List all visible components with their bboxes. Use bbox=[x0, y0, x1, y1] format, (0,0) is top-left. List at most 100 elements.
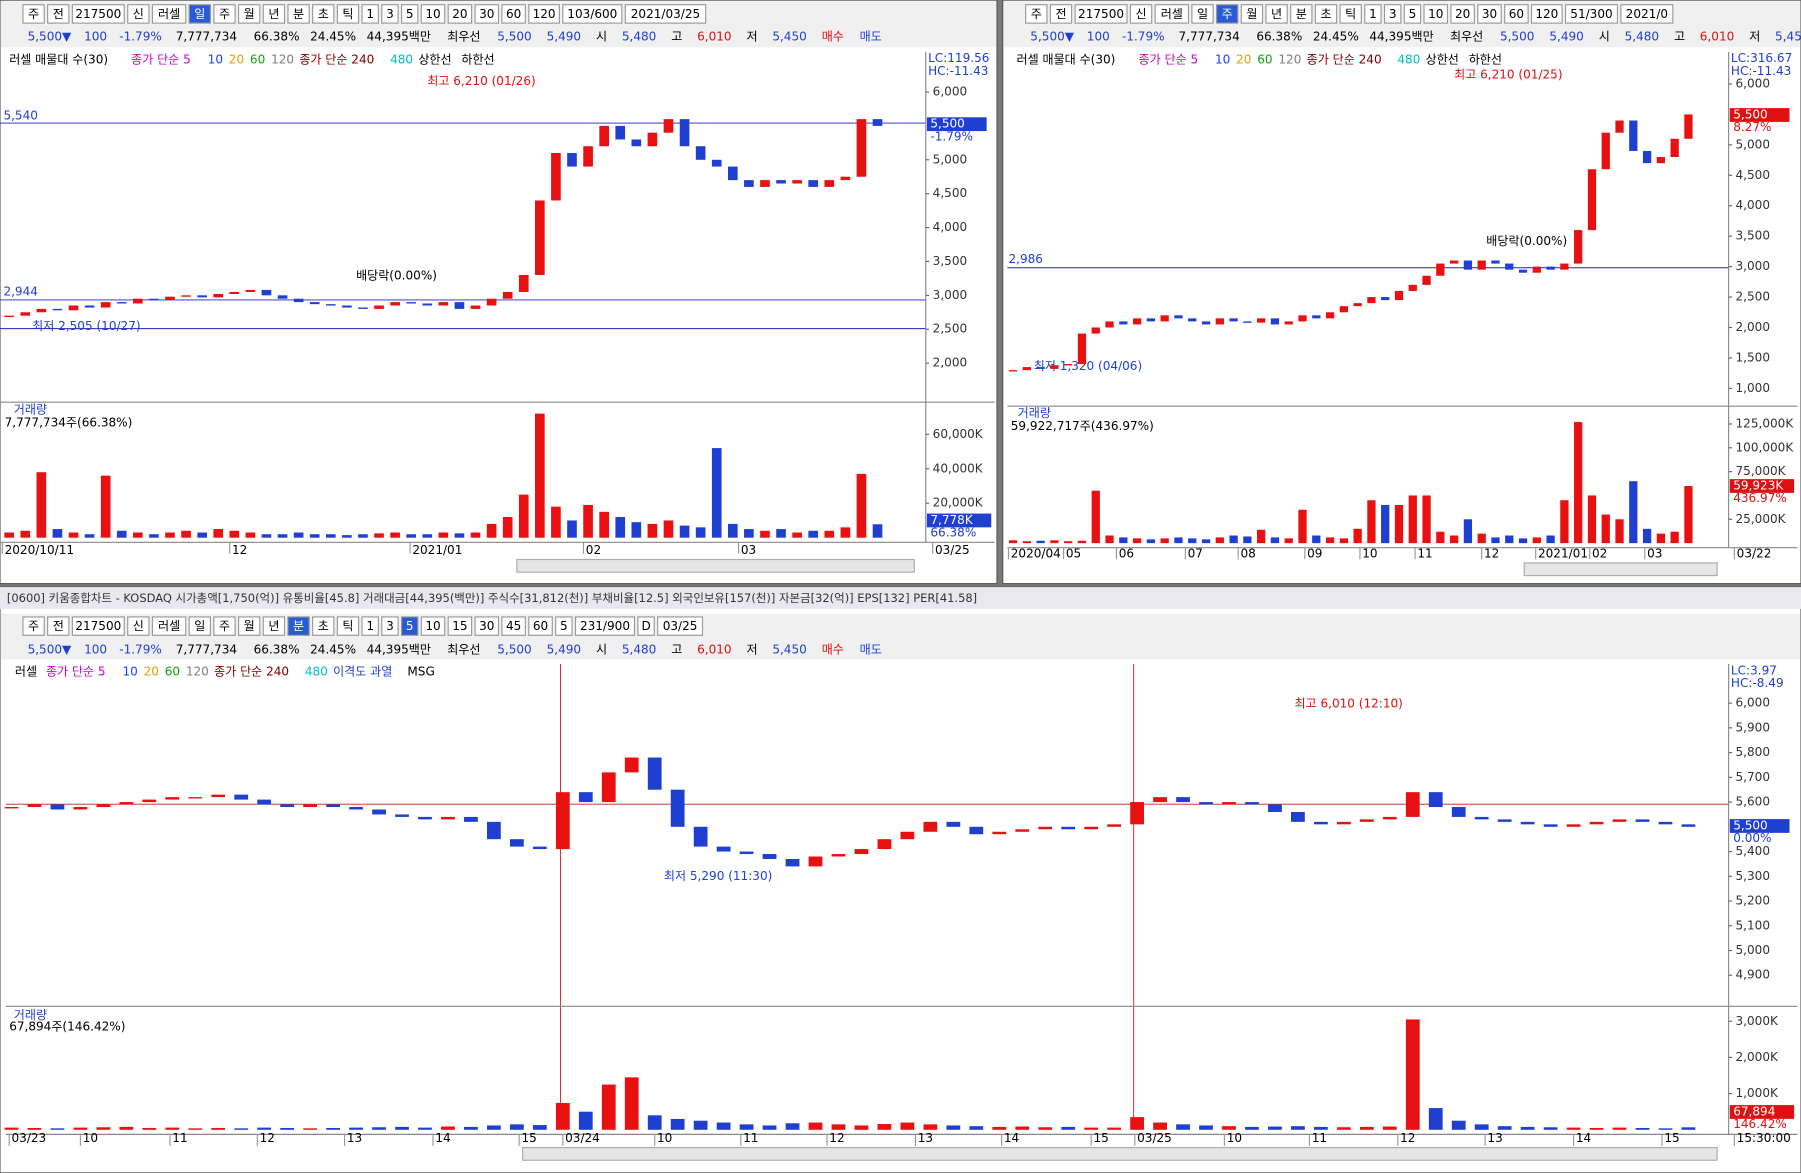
toolbar-button[interactable] bbox=[1364, 4, 1382, 24]
toolbar-button[interactable] bbox=[237, 4, 261, 24]
toolbar-button[interactable] bbox=[336, 4, 360, 24]
toolbar-button[interactable] bbox=[1129, 4, 1153, 24]
toolbar-button[interactable] bbox=[1074, 4, 1128, 24]
toolbar-button[interactable] bbox=[1216, 4, 1239, 24]
y-tick-label: 3,500 bbox=[933, 254, 968, 268]
toolbar-button[interactable] bbox=[447, 4, 473, 24]
volume-tick-label: 125,000K bbox=[1736, 416, 1795, 430]
toolbar-button[interactable] bbox=[22, 4, 45, 24]
toolbar-button[interactable] bbox=[400, 616, 419, 636]
volume-box bbox=[1729, 1105, 1795, 1119]
candle bbox=[1325, 312, 1335, 319]
candle bbox=[509, 839, 524, 847]
toolbar-button[interactable] bbox=[1564, 4, 1619, 24]
toolbar-button[interactable] bbox=[555, 616, 573, 636]
candle bbox=[438, 302, 449, 306]
legend-item: 종가 단순 5 bbox=[46, 665, 106, 679]
toolbar-button[interactable] bbox=[501, 4, 526, 24]
toolbar-button[interactable] bbox=[1191, 4, 1214, 24]
volume-bar bbox=[165, 532, 175, 538]
toolbar-button[interactable] bbox=[47, 4, 70, 24]
toolbar-button[interactable] bbox=[637, 616, 655, 636]
toolbar-button[interactable] bbox=[1423, 4, 1449, 24]
toolbar-button[interactable] bbox=[474, 616, 500, 636]
toolbar-button[interactable] bbox=[336, 616, 360, 636]
toolbar-button[interactable] bbox=[1290, 4, 1313, 24]
toolbar-button[interactable] bbox=[1339, 4, 1362, 24]
toolbar-button[interactable] bbox=[287, 4, 310, 24]
x-tick-label: 03/25 bbox=[935, 543, 970, 557]
volume-bar bbox=[1199, 1125, 1213, 1130]
toolbar-button[interactable] bbox=[1477, 4, 1502, 24]
toolbar-button[interactable] bbox=[312, 616, 335, 636]
toolbar-button[interactable] bbox=[400, 4, 419, 24]
volume-bar bbox=[27, 1127, 42, 1130]
toolbar-button[interactable] bbox=[1403, 4, 1422, 24]
toolbar-button[interactable] bbox=[213, 616, 236, 636]
toolbar-label: 주 bbox=[219, 7, 230, 21]
candle bbox=[583, 146, 593, 167]
candle bbox=[1560, 263, 1569, 270]
toolbar-button[interactable] bbox=[237, 616, 261, 636]
x-tick-label: 10 bbox=[1362, 546, 1377, 560]
candle bbox=[1681, 824, 1696, 827]
toolbar-button[interactable] bbox=[22, 616, 45, 636]
toolbar-button[interactable] bbox=[151, 4, 187, 24]
toolbar-button[interactable] bbox=[151, 616, 187, 636]
toolbar-button[interactable] bbox=[262, 616, 286, 636]
toolbar-button[interactable] bbox=[528, 616, 553, 636]
toolbar-button[interactable] bbox=[1383, 4, 1402, 24]
volume-bar bbox=[555, 1103, 570, 1130]
toolbar-button[interactable] bbox=[287, 616, 310, 636]
scrollbar[interactable] bbox=[516, 558, 915, 573]
toolbar-button[interactable] bbox=[657, 616, 704, 636]
toolbar-button[interactable] bbox=[1265, 4, 1288, 24]
toolbar-button[interactable] bbox=[420, 4, 446, 24]
toolbar-button[interactable] bbox=[1240, 4, 1264, 24]
toolbar-button[interactable] bbox=[528, 4, 560, 24]
toolbar-button[interactable] bbox=[71, 4, 125, 24]
volume-box-label: 67,894 bbox=[1733, 1104, 1775, 1118]
toolbar-button[interactable] bbox=[213, 4, 236, 24]
toolbar-button[interactable] bbox=[361, 4, 379, 24]
volume-bar bbox=[551, 506, 561, 538]
toolbar-button[interactable] bbox=[574, 616, 636, 636]
toolbar-button[interactable] bbox=[1450, 4, 1475, 24]
toolbar-label: 러셀 bbox=[158, 619, 180, 633]
price-info: 5,490 bbox=[547, 643, 582, 657]
toolbar-button[interactable] bbox=[447, 616, 473, 636]
toolbar-button[interactable] bbox=[501, 616, 526, 636]
volume-bar bbox=[744, 529, 754, 538]
toolbar-button[interactable] bbox=[47, 616, 70, 636]
toolbar-label: 월 bbox=[244, 619, 255, 633]
toolbar-button[interactable] bbox=[562, 4, 623, 24]
toolbar-button[interactable] bbox=[312, 4, 335, 24]
y-tick-label: 4,500 bbox=[933, 186, 968, 200]
toolbar-button[interactable] bbox=[381, 4, 399, 24]
toolbar-button[interactable] bbox=[1314, 4, 1338, 24]
toolbar-button[interactable] bbox=[1504, 4, 1529, 24]
toolbar-button[interactable] bbox=[71, 616, 125, 636]
toolbar-button[interactable] bbox=[262, 4, 286, 24]
scrollbar[interactable] bbox=[1523, 562, 1718, 577]
candle bbox=[599, 125, 609, 147]
toolbar-button[interactable] bbox=[1154, 4, 1190, 24]
toolbar-button[interactable] bbox=[420, 616, 446, 636]
toolbar-button[interactable] bbox=[1620, 4, 1674, 24]
volume-bar bbox=[119, 1126, 134, 1130]
toolbar-button[interactable] bbox=[1530, 4, 1563, 24]
toolbar-button[interactable] bbox=[624, 4, 707, 24]
toolbar-button[interactable] bbox=[188, 4, 211, 24]
toolbar-button[interactable] bbox=[361, 616, 379, 636]
toolbar-button[interactable] bbox=[474, 4, 500, 24]
toolbar-button[interactable] bbox=[1049, 4, 1073, 24]
toolbar-button[interactable] bbox=[127, 4, 150, 24]
y-tick-label: 4,900 bbox=[1736, 968, 1770, 982]
price-info: 저 bbox=[1749, 29, 1760, 43]
toolbar-button[interactable] bbox=[1025, 4, 1048, 24]
annotation: 5,540 bbox=[3, 109, 38, 123]
toolbar-button[interactable] bbox=[188, 616, 211, 636]
scrollbar[interactable] bbox=[522, 1147, 1718, 1161]
toolbar-button[interactable] bbox=[127, 616, 150, 636]
toolbar-button[interactable] bbox=[381, 616, 399, 636]
